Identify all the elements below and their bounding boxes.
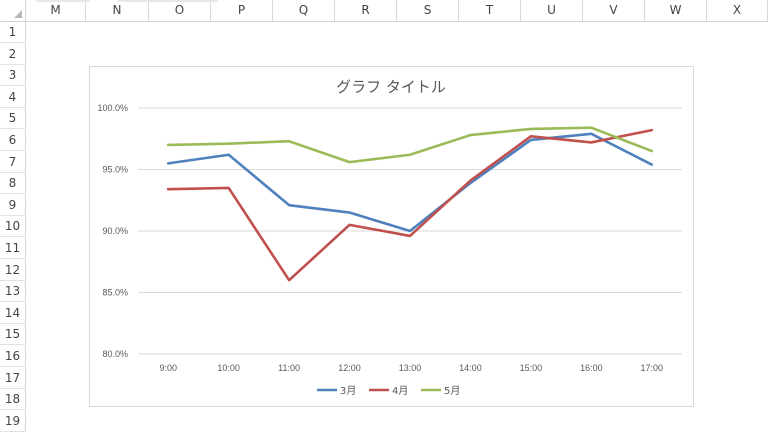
row-header-11[interactable]: 11 — [0, 238, 26, 259]
column-header-n[interactable]: N — [86, 0, 149, 21]
chart-area[interactable]: グラフ タイトル 80.0% 85.0% 90.0% 95.0% 100.0% 9:00… — [89, 66, 694, 407]
x-tick-label: 12:00 — [338, 363, 361, 373]
row-header-bar: 1 2 3 4 5 6 7 8 9 10 11 12 13 14 15 16 17 18 19 — [0, 22, 26, 435]
row-header-14[interactable]: 14 — [0, 302, 26, 324]
x-tick-label: 14:00 — [459, 363, 482, 373]
row-header-8[interactable]: 8 — [0, 173, 26, 195]
column-header-p[interactable]: P — [211, 0, 273, 21]
x-tick-label: 10:00 — [217, 363, 240, 373]
row-header-15[interactable]: 15 — [0, 324, 26, 346]
x-tick-label: 11:00 — [278, 363, 300, 373]
column-header-u[interactable]: U — [521, 0, 583, 21]
row-header-1[interactable]: 1 — [0, 22, 26, 43]
row-header-4[interactable]: 4 — [0, 86, 26, 108]
column-header-m[interactable]: M — [26, 0, 86, 21]
row-header-2[interactable]: 2 — [0, 43, 26, 65]
x-axis-tick-labels: 9:00 10:00 11:00 12:00 13:00 14:00 15:00 16:00 1… — [159, 363, 663, 373]
row-header-13[interactable]: 13 — [0, 281, 26, 303]
row-header-5[interactable]: 5 — [0, 108, 26, 130]
legend-label: 5月 — [444, 385, 460, 397]
row-header-19[interactable]: 19 — [0, 410, 26, 432]
row-header-10[interactable]: 10 — [0, 216, 26, 238]
column-header-x[interactable]: X — [707, 0, 768, 21]
y-tick-label: 100.0% — [97, 103, 128, 113]
legend[interactable]: 3月 4月 5月 — [317, 385, 460, 397]
column-header-r[interactable]: R — [335, 0, 397, 21]
x-tick-label: 17:00 — [641, 363, 664, 373]
select-all-triangle-icon — [14, 10, 22, 18]
column-header-v[interactable]: V — [583, 0, 645, 21]
y-tick-label: 95.0% — [102, 165, 128, 175]
row-header-17[interactable]: 17 — [0, 367, 26, 389]
legend-item[interactable]: 4月 — [369, 385, 408, 397]
column-header-w[interactable]: W — [645, 0, 707, 21]
x-tick-label: 16:00 — [580, 363, 603, 373]
legend-label: 4月 — [392, 385, 408, 397]
chart-title[interactable]: グラフ タイトル — [336, 78, 446, 96]
series-line-1[interactable] — [166, 132, 654, 233]
legend-label: 3月 — [340, 385, 356, 397]
column-header-o[interactable]: O — [149, 0, 211, 21]
series-lines — [166, 126, 654, 282]
select-all-corner[interactable] — [0, 0, 26, 21]
column-header-q[interactable]: Q — [273, 0, 335, 21]
row-header-18[interactable]: 18 — [0, 389, 26, 411]
row-header-3[interactable]: 3 — [0, 65, 26, 87]
x-tick-label: 15:00 — [520, 363, 543, 373]
column-header-t[interactable]: T — [459, 0, 521, 21]
y-tick-label: 80.0% — [102, 349, 128, 359]
column-header-highlight — [36, 0, 90, 2]
column-header-s[interactable]: S — [397, 0, 459, 21]
row-header-9[interactable]: 9 — [0, 194, 26, 216]
x-tick-label: 13:00 — [399, 363, 422, 373]
row-header-12[interactable]: 12 — [0, 259, 26, 281]
y-tick-label: 85.0% — [102, 288, 128, 298]
legend-item[interactable]: 5月 — [421, 385, 460, 397]
series-line-3[interactable] — [166, 126, 654, 164]
x-tick-label: 9:00 — [159, 363, 177, 373]
column-header-highlight — [118, 0, 218, 2]
row-header-7[interactable]: 7 — [0, 151, 26, 173]
line-chart: グラフ タイトル 80.0% 85.0% 90.0% 95.0% 100.0% 9:00… — [97, 78, 682, 397]
row-header-16[interactable]: 16 — [0, 346, 26, 367]
legend-item[interactable]: 3月 — [317, 385, 356, 397]
y-axis-tick-labels: 80.0% 85.0% 90.0% 95.0% 100.0% — [97, 103, 128, 359]
row-header-6[interactable]: 6 — [0, 130, 26, 151]
series-line-2[interactable] — [166, 128, 654, 282]
y-tick-label: 90.0% — [102, 226, 128, 236]
